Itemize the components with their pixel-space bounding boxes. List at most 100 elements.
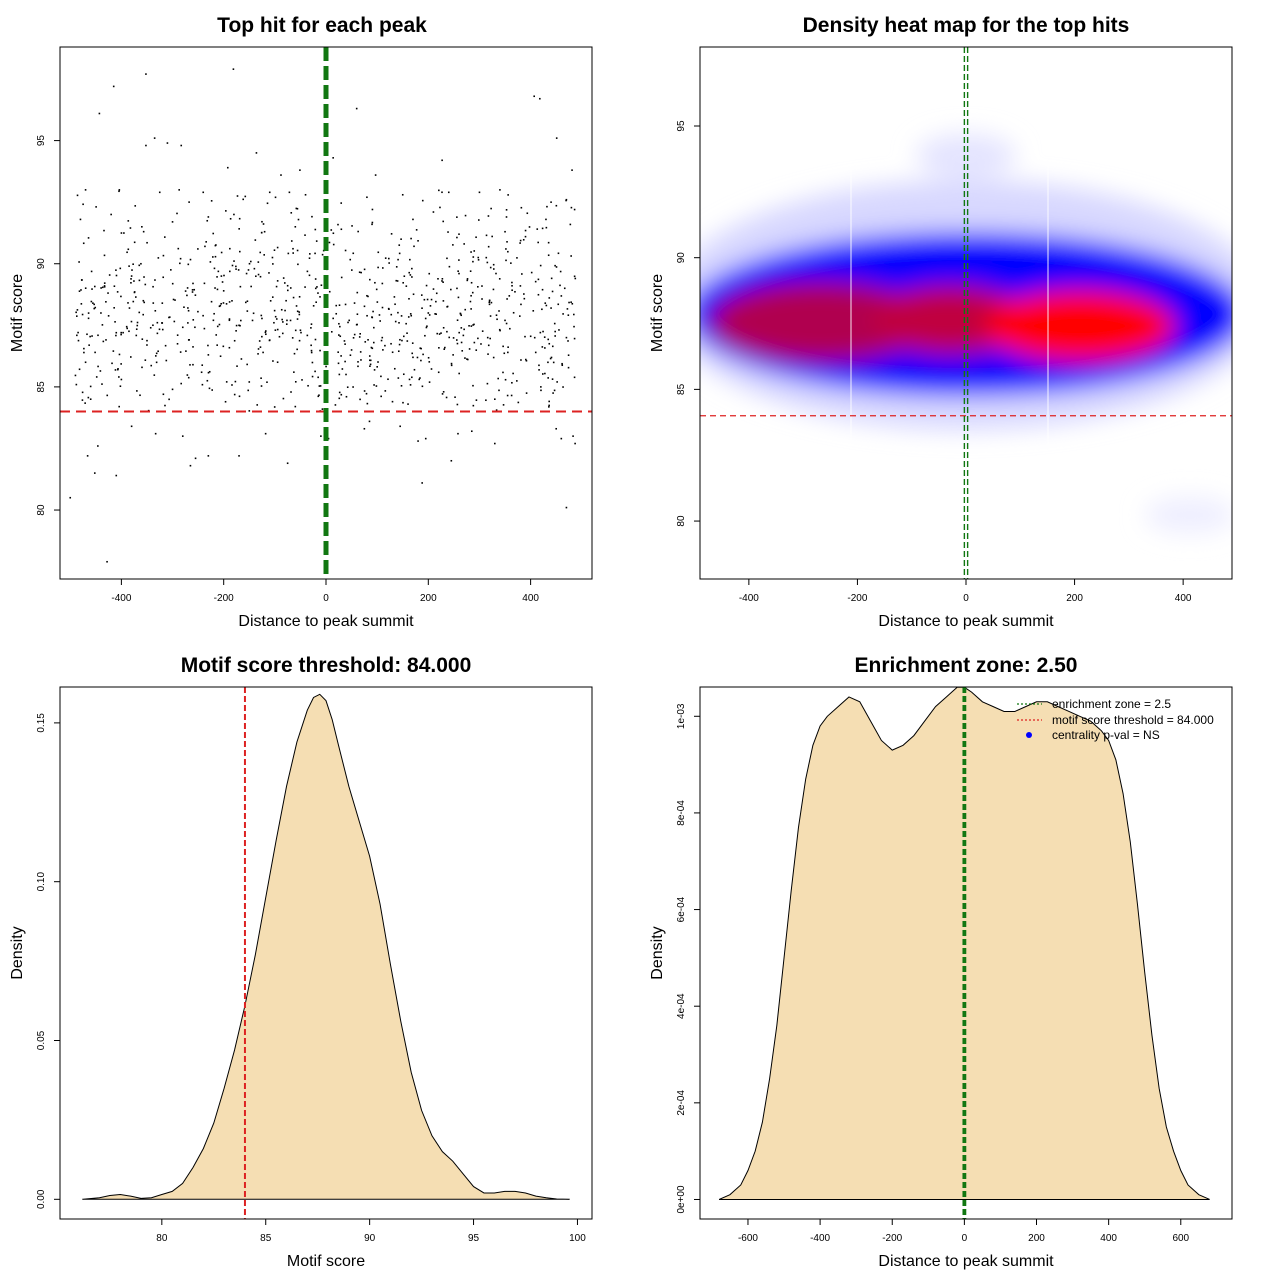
data-point xyxy=(162,276,165,279)
x-tick-label: -200 xyxy=(882,1233,902,1244)
data-point xyxy=(425,326,428,329)
data-point xyxy=(382,349,384,351)
data-point xyxy=(126,251,128,254)
data-point xyxy=(432,288,435,290)
data-point xyxy=(367,295,369,298)
data-point xyxy=(369,359,372,362)
data-point xyxy=(145,73,147,75)
data-point xyxy=(171,282,174,285)
data-point xyxy=(101,324,104,326)
score-density-panel: Motif score threshold: 84.000 80 85 90 95 10… xyxy=(9,654,593,1270)
data-point xyxy=(306,334,309,337)
data-point xyxy=(155,352,158,355)
data-point xyxy=(443,348,446,350)
data-point xyxy=(259,251,262,254)
data-point xyxy=(74,374,77,377)
data-point xyxy=(460,314,463,317)
data-point xyxy=(93,303,95,306)
data-point xyxy=(469,300,472,303)
data-point xyxy=(407,316,410,318)
data-point xyxy=(120,295,122,298)
data-point xyxy=(316,286,318,288)
x-axis-label: Distance to peak summit xyxy=(878,1253,1054,1270)
data-point xyxy=(156,321,159,324)
data-point xyxy=(113,307,115,309)
data-point xyxy=(506,241,508,243)
data-point xyxy=(125,325,128,328)
data-point xyxy=(418,378,421,381)
data-point xyxy=(571,302,574,305)
data-point xyxy=(274,315,277,318)
data-point xyxy=(265,333,267,336)
data-point xyxy=(216,325,219,328)
data-point xyxy=(421,385,424,388)
data-point xyxy=(436,332,439,335)
y-tick-label: 8e-04 xyxy=(676,800,687,826)
data-point xyxy=(235,330,237,332)
data-point xyxy=(239,324,241,327)
data-point xyxy=(351,225,353,227)
data-point xyxy=(274,196,277,199)
data-point xyxy=(375,385,378,387)
data-point xyxy=(353,333,356,336)
data-point xyxy=(314,287,317,290)
density-blobs xyxy=(700,134,1232,533)
data-point xyxy=(571,169,573,171)
data-point xyxy=(297,263,299,266)
data-point xyxy=(319,296,321,298)
data-point xyxy=(547,361,549,364)
data-point xyxy=(473,250,476,252)
data-point xyxy=(208,387,211,390)
data-point xyxy=(310,344,312,347)
data-point xyxy=(225,210,227,212)
data-point xyxy=(435,313,437,315)
data-point xyxy=(553,322,556,325)
data-point xyxy=(475,399,478,401)
data-point xyxy=(119,267,122,270)
data-point xyxy=(402,373,405,376)
data-point xyxy=(541,227,544,230)
data-point xyxy=(371,208,374,211)
density-area xyxy=(82,693,570,1200)
data-point xyxy=(511,289,513,292)
data-point xyxy=(120,363,122,365)
data-point xyxy=(299,169,301,171)
data-point xyxy=(454,396,456,398)
data-point xyxy=(450,364,453,367)
data-point xyxy=(249,260,252,263)
data-point xyxy=(156,332,159,335)
data-point xyxy=(164,404,166,407)
data-point xyxy=(377,361,379,363)
data-point xyxy=(220,302,222,305)
data-point xyxy=(388,262,390,264)
x-tick-label: 400 xyxy=(522,593,539,604)
data-point xyxy=(573,208,576,211)
data-point xyxy=(574,442,576,445)
data-point xyxy=(573,376,576,379)
data-point xyxy=(456,342,459,345)
data-point xyxy=(317,292,319,294)
data-point xyxy=(388,257,390,260)
data-point xyxy=(346,386,349,389)
data-point xyxy=(91,335,93,337)
y-tick-label: 0.15 xyxy=(36,713,47,733)
data-point xyxy=(380,375,382,378)
data-point xyxy=(560,437,563,440)
data-point xyxy=(536,228,539,230)
data-point xyxy=(463,243,465,245)
data-point xyxy=(550,277,553,280)
data-point xyxy=(565,198,568,201)
data-point xyxy=(356,323,358,326)
data-point xyxy=(487,344,490,347)
data-point xyxy=(478,191,481,194)
y-tick-label: 0.00 xyxy=(36,1189,47,1209)
data-point xyxy=(304,286,306,288)
data-point xyxy=(204,245,206,248)
data-point xyxy=(292,252,294,254)
data-point xyxy=(516,380,518,382)
data-point xyxy=(75,383,78,386)
data-point xyxy=(114,321,116,323)
data-point xyxy=(548,400,550,403)
data-point xyxy=(444,346,446,349)
